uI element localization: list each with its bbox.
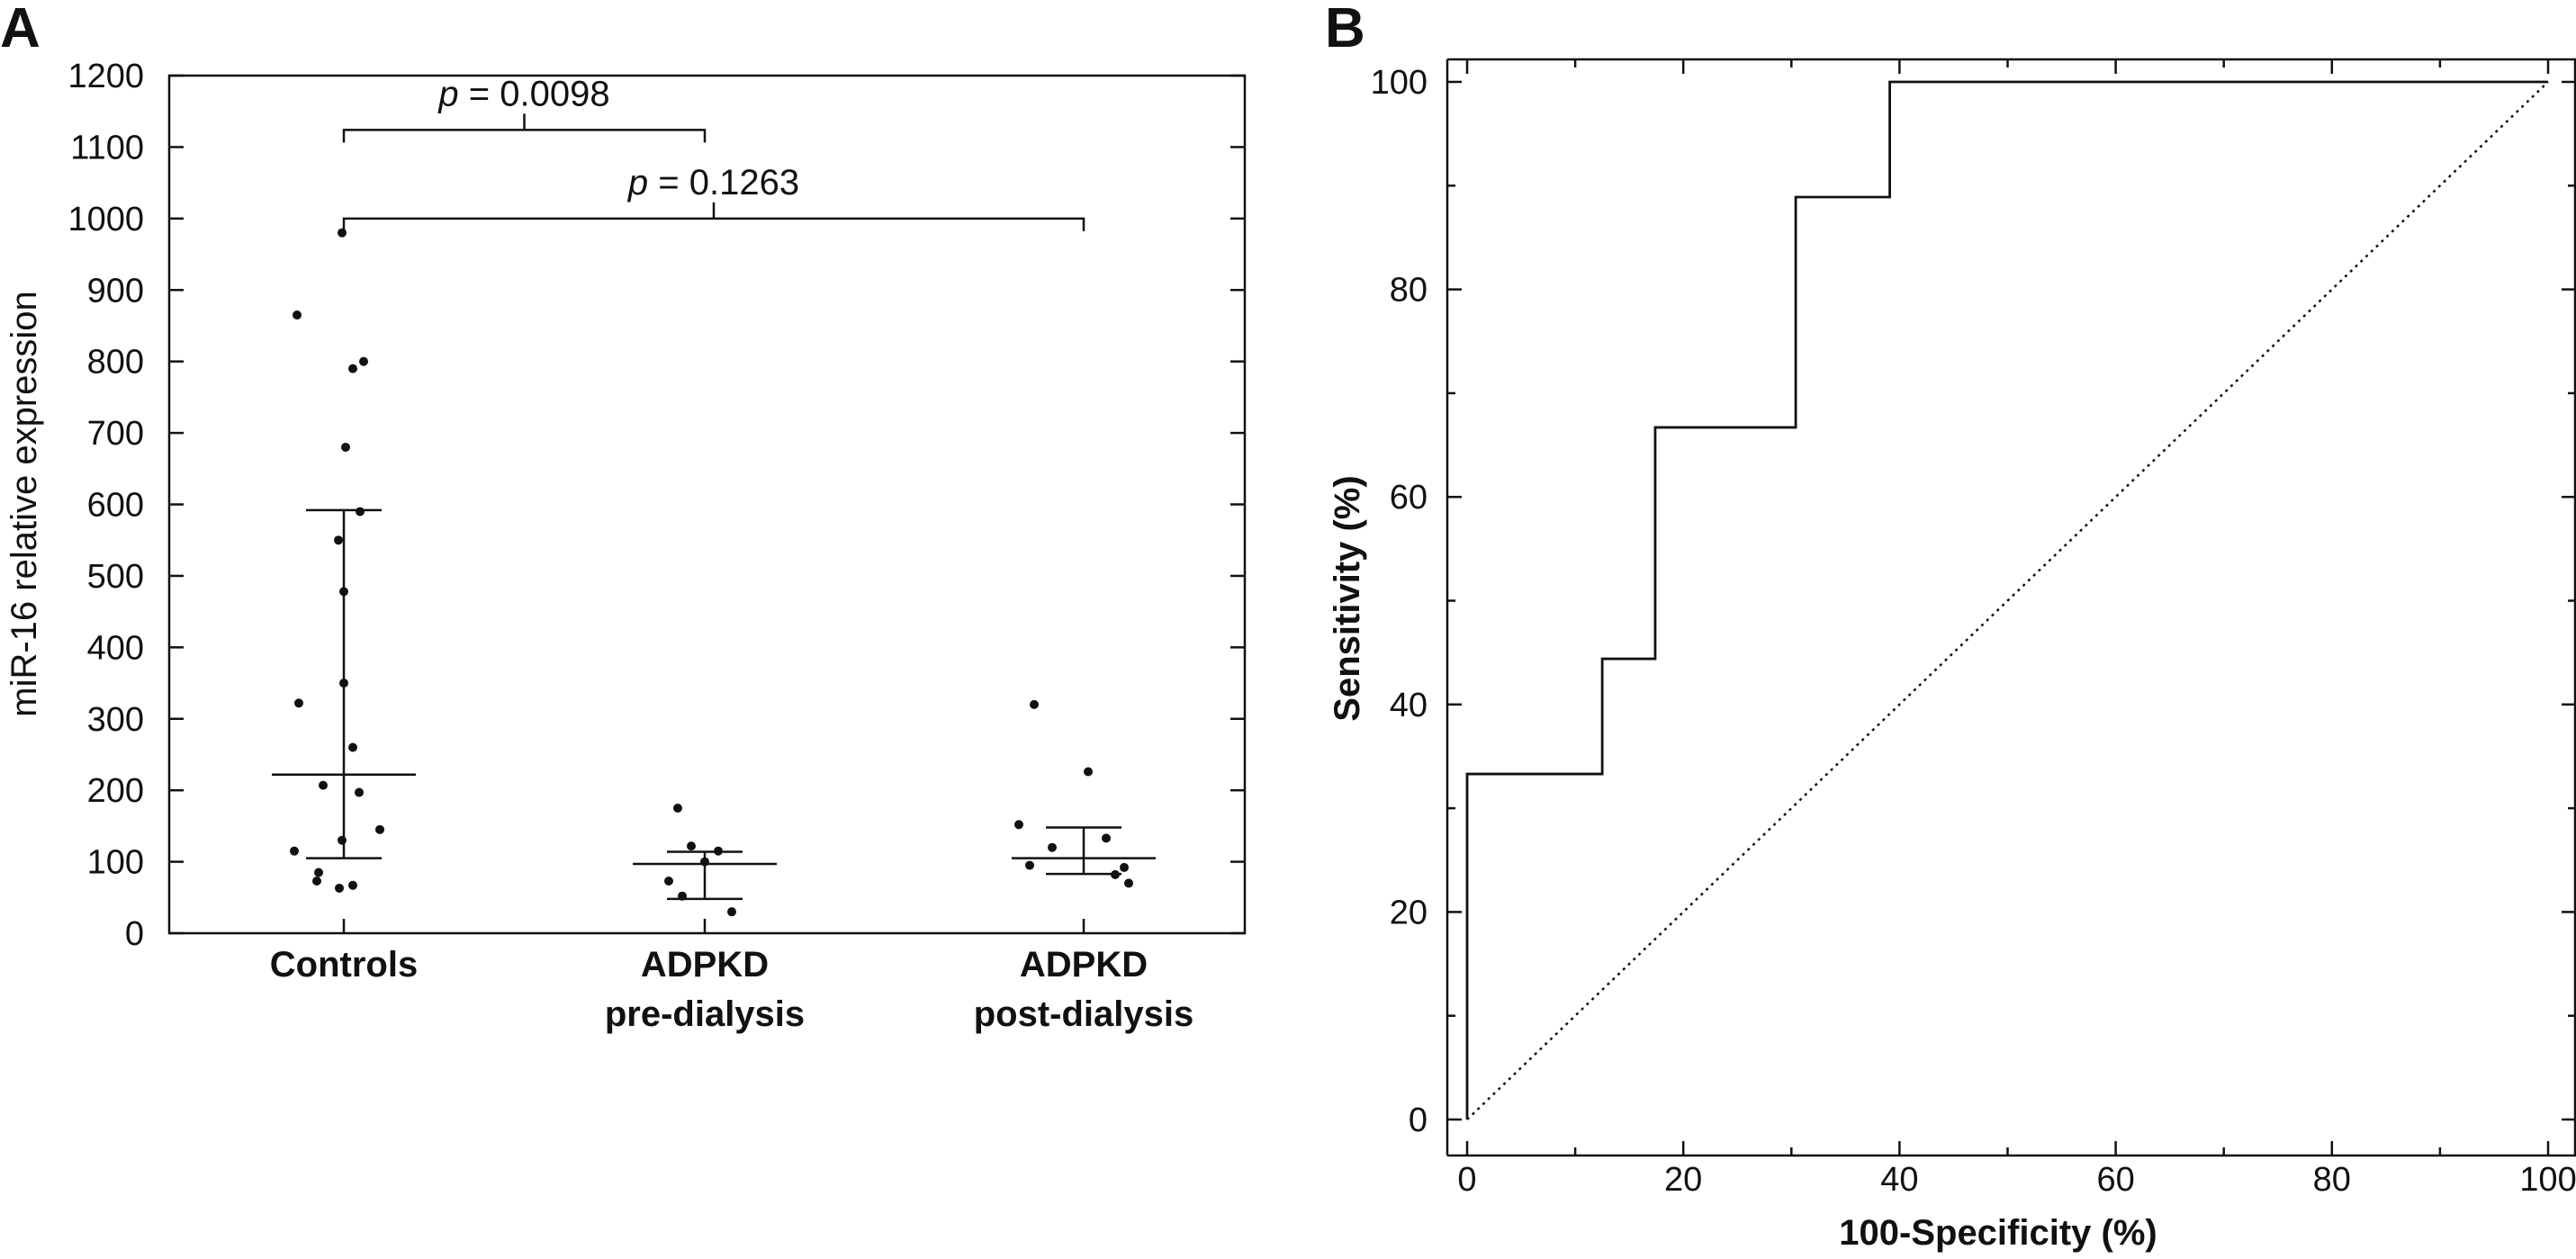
data-point bbox=[338, 228, 347, 238]
data-point bbox=[678, 891, 687, 901]
data-point bbox=[341, 442, 350, 452]
y-tick-label-a: 600 bbox=[87, 487, 144, 525]
data-point bbox=[348, 364, 357, 373]
x-tick-label-b: 80 bbox=[2313, 1161, 2351, 1199]
y-tick-label-a: 300 bbox=[87, 701, 144, 739]
y-tick-label-b: 60 bbox=[1390, 479, 1428, 517]
data-point bbox=[375, 824, 384, 834]
data-point bbox=[339, 679, 348, 688]
data-point bbox=[673, 804, 682, 814]
p-value-prefix: p bbox=[627, 163, 648, 202]
data-point bbox=[1102, 833, 1111, 843]
data-point bbox=[1084, 767, 1093, 777]
category-label: post-dialysis bbox=[974, 994, 1194, 1034]
panel-b-letter: B bbox=[1325, 0, 1365, 59]
x-tick-label-b: 60 bbox=[2096, 1161, 2134, 1199]
data-point bbox=[334, 535, 343, 545]
panel-a: A 0 100 200 300 400 500 600 700 800 900 1000 1100 12… bbox=[0, 0, 1247, 1034]
y-tick-label-b: 40 bbox=[1390, 687, 1428, 724]
data-point bbox=[1048, 842, 1057, 852]
y-tick-label-a: 900 bbox=[87, 272, 144, 310]
x-tick-label-b: 40 bbox=[1880, 1161, 1918, 1199]
y-tick-label-b: 100 bbox=[1371, 64, 1428, 102]
panel-b: B 0 20 40 60 80 100 0 20 40 60 80 100 100-Specificit… bbox=[1325, 0, 2576, 1253]
data-point bbox=[355, 787, 364, 797]
data-point bbox=[339, 587, 348, 597]
p-value-text: = 0.1263 bbox=[648, 163, 799, 202]
data-point bbox=[312, 877, 321, 886]
data-point bbox=[664, 877, 673, 886]
y-tick-label-a: 500 bbox=[87, 558, 144, 596]
panel-a-letter: A bbox=[0, 0, 41, 59]
p-value-prefix: p bbox=[437, 74, 458, 113]
plot-frame-a bbox=[167, 74, 1247, 935]
y-tick-label-b: 80 bbox=[1390, 272, 1428, 310]
data-point bbox=[290, 846, 299, 856]
data-point bbox=[1030, 699, 1039, 709]
category-label: ADPKD bbox=[641, 945, 769, 985]
data-point bbox=[727, 907, 736, 917]
p-value-label: p = 0.0098 bbox=[437, 74, 609, 113]
data-point bbox=[348, 880, 357, 890]
significance-bracket bbox=[342, 217, 1085, 231]
data-point bbox=[356, 507, 365, 517]
p-value-label: p = 0.1263 bbox=[627, 163, 799, 202]
data-point bbox=[314, 868, 323, 877]
y-axis-title-b: Sensitivity (%) bbox=[1328, 475, 1367, 721]
data-point bbox=[687, 841, 696, 851]
y-tick-label-a: 100 bbox=[87, 844, 144, 882]
data-point bbox=[1014, 820, 1023, 830]
y-tick-label-a: 1100 bbox=[70, 129, 144, 166]
y-tick-label-a: 800 bbox=[87, 344, 144, 382]
data-point bbox=[348, 742, 357, 752]
data-point bbox=[338, 835, 347, 845]
y-axis-title-a: miR-16 relative expression bbox=[5, 291, 44, 717]
data-point bbox=[1120, 862, 1129, 872]
y-tick-label-a: 200 bbox=[87, 772, 144, 810]
y-tick-label-a: 1000 bbox=[68, 201, 144, 238]
category-label: pre-dialysis bbox=[605, 994, 805, 1034]
data-point bbox=[700, 857, 709, 867]
reference-diagonal bbox=[1466, 81, 2549, 1120]
data-point bbox=[359, 356, 368, 366]
data-point bbox=[714, 846, 723, 856]
category-label: ADPKD bbox=[1020, 945, 1148, 985]
p-value-text: = 0.0098 bbox=[459, 74, 610, 113]
y-tick-label-a: 1200 bbox=[68, 58, 144, 95]
roc-curve bbox=[1465, 80, 2548, 1120]
data-point bbox=[1111, 869, 1120, 879]
data-point bbox=[1124, 878, 1133, 888]
data-point bbox=[1025, 860, 1034, 870]
x-tick-label-b: 20 bbox=[1664, 1161, 1702, 1199]
significance-bracket bbox=[342, 129, 707, 143]
y-tick-label-a: 700 bbox=[87, 415, 144, 453]
y-tick-label-a: 0 bbox=[125, 915, 144, 953]
data-point bbox=[335, 883, 344, 893]
category-label: Controls bbox=[270, 945, 418, 985]
data-point bbox=[319, 780, 328, 790]
x-axis-title-b: 100-Specificity (%) bbox=[1839, 1213, 2157, 1253]
x-tick-label-b: 100 bbox=[2519, 1161, 2576, 1199]
y-tick-label-b: 20 bbox=[1390, 894, 1428, 931]
y-tick-label-a: 400 bbox=[87, 629, 144, 667]
x-tick-label-b: 0 bbox=[1457, 1161, 1476, 1199]
data-point bbox=[294, 698, 303, 708]
y-tick-label-b: 0 bbox=[1409, 1102, 1428, 1139]
data-point bbox=[293, 310, 302, 320]
